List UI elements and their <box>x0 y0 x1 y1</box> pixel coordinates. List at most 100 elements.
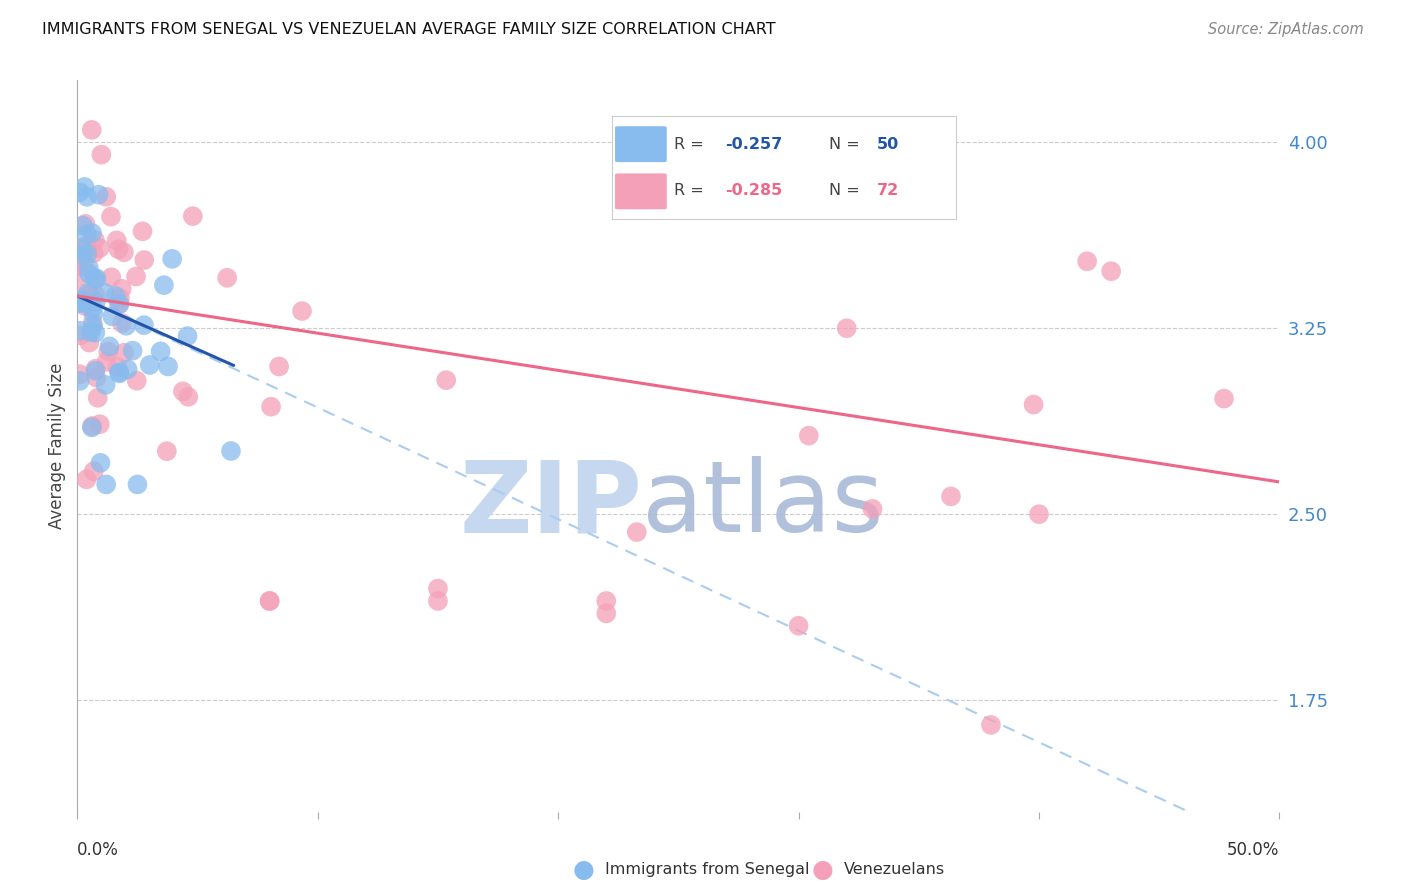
Point <box>115 318 138 333</box>
Point <box>82 306 104 320</box>
FancyBboxPatch shape <box>614 127 666 162</box>
Point <box>111 316 134 330</box>
Point <box>80 325 103 339</box>
Point <box>117 362 139 376</box>
Point <box>84 273 107 287</box>
Point <box>1076 254 1098 268</box>
Point <box>93 285 115 300</box>
Point <box>80 420 103 434</box>
Y-axis label: Average Family Size: Average Family Size <box>48 363 66 529</box>
Point <box>427 582 450 596</box>
Point <box>1022 398 1045 412</box>
Point <box>101 310 124 324</box>
Point <box>149 344 172 359</box>
Point <box>862 501 884 516</box>
Point <box>980 718 1002 732</box>
Point <box>112 345 135 359</box>
Point <box>77 260 100 275</box>
Point <box>73 180 96 194</box>
Text: ●: ● <box>811 858 834 881</box>
Point <box>82 316 104 330</box>
Point <box>131 224 153 238</box>
Point <box>82 226 104 240</box>
Point <box>84 361 107 376</box>
Point <box>84 295 107 310</box>
Point <box>84 326 107 340</box>
Point <box>1099 264 1122 278</box>
Point <box>100 210 122 224</box>
Point <box>70 268 93 282</box>
Point <box>70 241 93 255</box>
Point <box>595 607 617 621</box>
Point <box>1028 507 1050 521</box>
Point <box>70 296 93 310</box>
Point <box>160 252 183 266</box>
Point <box>108 365 131 379</box>
Text: atlas: atlas <box>643 456 884 553</box>
Text: ZIP: ZIP <box>460 456 643 553</box>
Point <box>86 271 108 285</box>
Point <box>96 355 118 369</box>
Point <box>82 319 104 334</box>
Point <box>69 259 91 273</box>
Point <box>427 594 450 608</box>
Point <box>89 417 111 432</box>
Point <box>121 343 143 358</box>
Point <box>260 400 283 414</box>
Text: IMMIGRANTS FROM SENEGAL VS VENEZUELAN AVERAGE FAMILY SIZE CORRELATION CHART: IMMIGRANTS FROM SENEGAL VS VENEZUELAN AV… <box>42 22 776 37</box>
Point <box>75 217 97 231</box>
Point <box>107 360 129 375</box>
Point <box>172 384 194 399</box>
Point <box>97 344 120 359</box>
Text: R =: R = <box>673 136 709 152</box>
Point <box>125 374 148 388</box>
Point <box>86 370 108 384</box>
Point <box>87 187 110 202</box>
Text: Venezuelans: Venezuelans <box>844 863 945 877</box>
Point <box>105 233 128 247</box>
Point <box>132 318 155 333</box>
Point <box>72 244 94 258</box>
Point <box>89 456 111 470</box>
Point <box>156 444 179 458</box>
Point <box>70 293 93 308</box>
Point <box>219 444 242 458</box>
Point <box>835 321 858 335</box>
Point <box>108 297 131 311</box>
Point <box>111 282 134 296</box>
Point <box>73 299 96 313</box>
Point <box>69 295 91 310</box>
Point <box>139 358 162 372</box>
Text: -0.285: -0.285 <box>725 183 783 198</box>
Point <box>112 245 135 260</box>
Point <box>176 329 198 343</box>
Text: N =: N = <box>828 136 865 152</box>
Point <box>104 289 127 303</box>
Point <box>83 464 105 478</box>
Point <box>69 186 91 200</box>
Text: Immigrants from Senegal: Immigrants from Senegal <box>605 863 808 877</box>
Point <box>94 378 117 392</box>
Point <box>127 477 149 491</box>
Point <box>77 286 100 301</box>
Point <box>84 233 107 247</box>
Text: R =: R = <box>673 183 709 198</box>
Text: N =: N = <box>828 183 865 198</box>
Point <box>84 288 107 302</box>
Point <box>217 270 239 285</box>
Point <box>259 594 281 608</box>
Point <box>82 301 104 316</box>
Text: 0.0%: 0.0% <box>77 841 120 860</box>
Point <box>1213 392 1236 406</box>
Point <box>434 373 457 387</box>
Point <box>259 594 281 608</box>
Point <box>76 227 98 242</box>
Point <box>89 241 111 255</box>
Point <box>87 391 110 405</box>
Point <box>80 123 103 137</box>
Point <box>69 324 91 338</box>
Point <box>72 248 94 262</box>
Point <box>96 477 118 491</box>
Text: Source: ZipAtlas.com: Source: ZipAtlas.com <box>1208 22 1364 37</box>
Point <box>76 247 98 261</box>
